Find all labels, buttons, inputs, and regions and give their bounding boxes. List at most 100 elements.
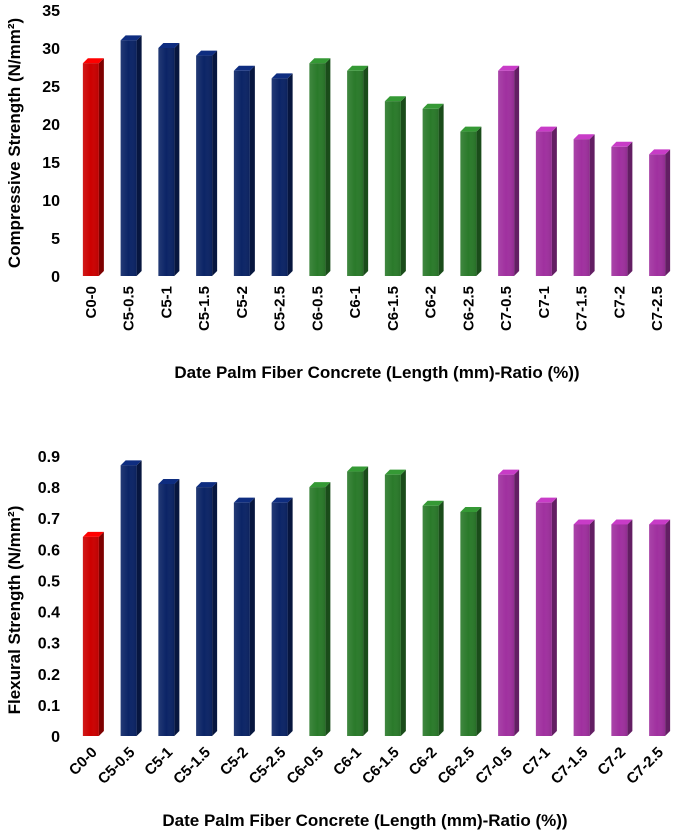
bar-top — [460, 507, 482, 512]
bar-top — [611, 519, 633, 525]
bar-shine — [573, 524, 590, 736]
bar-top — [649, 519, 671, 525]
bar-top — [120, 460, 142, 466]
y-tick-label: 0.7 — [38, 511, 60, 528]
x-tick-label: C6-1.5 — [385, 286, 402, 331]
bar-top — [196, 482, 218, 488]
y-tick-label: 5 — [51, 231, 60, 248]
bar-side — [438, 500, 444, 736]
y-tick-label: 0.4 — [38, 605, 60, 622]
bar-top — [347, 466, 369, 472]
bar-shine — [309, 63, 326, 277]
y-tick-label: 25 — [42, 79, 60, 96]
bar — [611, 519, 633, 736]
bar — [158, 43, 180, 276]
bar-top — [158, 43, 180, 48]
bar-side — [287, 497, 293, 736]
bar-shine — [422, 108, 439, 276]
bar-top — [196, 50, 218, 56]
bar-side — [589, 519, 595, 736]
x-tick-label: C7-2.5 — [623, 744, 667, 788]
bar — [309, 482, 331, 736]
bar — [309, 58, 331, 277]
bar — [649, 149, 671, 276]
x-tick-label: C6-2.5 — [434, 744, 478, 788]
bar — [535, 126, 557, 276]
bar — [347, 65, 369, 276]
bar — [158, 479, 180, 736]
y-axis-label: Compressive Strength (N/mm²) — [5, 18, 24, 268]
x-tick-label: C5-1.5 — [170, 744, 214, 788]
bar-top — [498, 469, 520, 475]
bar-side — [589, 134, 595, 276]
bar — [384, 96, 406, 276]
bar — [233, 65, 255, 276]
bar-side — [212, 482, 218, 736]
bar-shine — [271, 78, 288, 277]
bar — [422, 500, 444, 736]
bar-shine — [498, 474, 515, 736]
x-tick-label: C6-1.5 — [359, 744, 403, 788]
x-tick-label: C6-1 — [347, 286, 364, 319]
bar-shine — [82, 63, 99, 277]
bar-top — [573, 519, 595, 525]
x-tick-label: C7-1.5 — [574, 286, 591, 331]
bar-shine — [611, 524, 628, 736]
bar-top — [309, 58, 331, 64]
bar-shine — [158, 48, 175, 276]
bar-top — [498, 65, 520, 71]
bar-side — [551, 126, 557, 276]
x-tick-label: C7-1.5 — [548, 744, 592, 788]
bar — [573, 134, 595, 276]
y-axis-label: Flexural Strength (N/mm²) — [5, 506, 24, 715]
bar-top — [460, 126, 482, 132]
bar — [422, 103, 444, 276]
bar — [196, 50, 218, 276]
bar — [498, 469, 520, 736]
bar — [611, 141, 633, 276]
chart-compressive: 0 5 10 15 20 25 30 35 C0-0 C5-0.5 C5-1 C5-1.5 C5-2 C5… — [5, 3, 671, 382]
bar-shine — [649, 524, 666, 736]
bar — [460, 507, 482, 736]
bar-shine — [535, 502, 552, 736]
bar-side — [174, 479, 180, 736]
bar-side — [287, 73, 293, 277]
x-tick-label: C0-0 — [83, 286, 100, 319]
bar-top — [573, 134, 595, 140]
bar-shine — [233, 70, 250, 276]
bar-side — [249, 65, 255, 276]
bar-side — [363, 65, 369, 276]
bar-side — [136, 460, 142, 736]
bar — [271, 73, 293, 277]
chart-flexural: 00.10.20.30.40.50.60.70.80.9C0-0C5-0.5 C5… — [5, 449, 671, 830]
bar-side — [627, 519, 633, 736]
y-tick-label: 10 — [42, 193, 60, 210]
bar-side — [665, 519, 671, 736]
bar — [347, 466, 369, 736]
y-tick-label: 0 — [51, 729, 60, 746]
bar-top — [535, 126, 557, 132]
bar-shine — [498, 70, 515, 276]
x-tick-label: C5-1.5 — [196, 286, 213, 331]
bar-top — [271, 497, 293, 503]
bar-side — [136, 35, 142, 277]
bar-side — [325, 58, 331, 277]
bar-top — [233, 497, 255, 503]
x-tick-label: C6-0.5 — [309, 286, 326, 331]
bar — [573, 519, 595, 736]
y-tick-label: 0.8 — [38, 480, 60, 497]
bar-side — [551, 497, 557, 736]
bar-top — [384, 469, 406, 475]
y-tick-label: 15 — [42, 155, 60, 172]
bar — [120, 460, 142, 736]
bar-top — [649, 149, 671, 155]
bar-side — [325, 482, 331, 736]
bar-shine — [422, 505, 439, 736]
bar-shine — [309, 487, 326, 736]
bar-top — [384, 96, 406, 102]
bar-top — [82, 531, 104, 537]
bar-side — [212, 50, 218, 276]
y-tick-label: 20 — [42, 117, 60, 134]
